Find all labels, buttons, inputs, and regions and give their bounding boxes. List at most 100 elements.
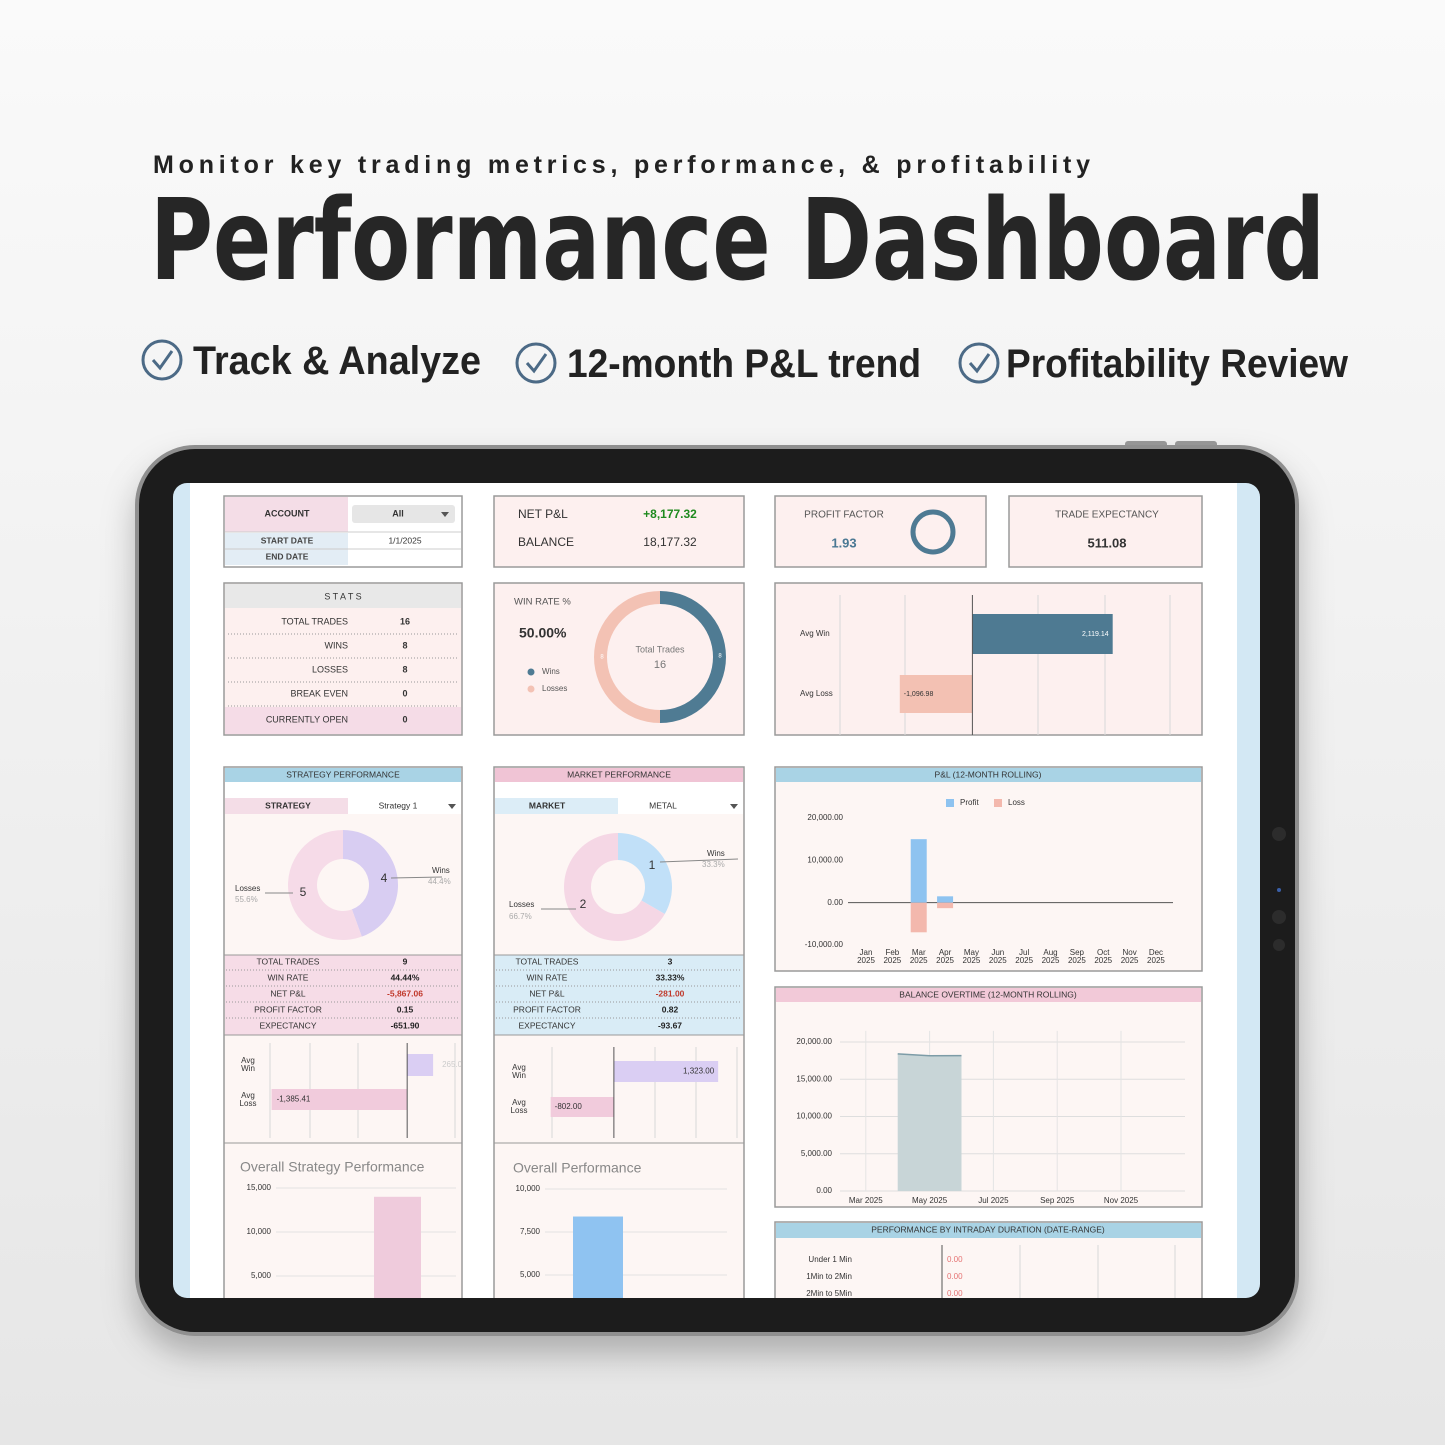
label: PROFIT FACTOR (513, 1004, 581, 1014)
label-box: Jul 2025 (1015, 949, 1034, 965)
label: -5,867.06 (387, 988, 423, 998)
feature: Profitability Review (1006, 342, 1349, 386)
label: 44.44% (391, 972, 420, 982)
donut-slice (660, 591, 726, 723)
label: Avg Loss (510, 1099, 528, 1115)
label: Jan 2025 (857, 949, 875, 965)
area (897, 1053, 962, 1191)
label: 3 (668, 956, 673, 966)
label: S T A T S (324, 591, 361, 601)
cell (618, 798, 743, 814)
label: Jul 2025 (978, 1196, 1009, 1205)
label: 8 (600, 655, 604, 661)
legend-swatch (994, 799, 1002, 807)
label: Jul 2025 (1015, 949, 1034, 965)
label[interactable]: METAL (649, 800, 677, 810)
label-box: Sep 2025 (1068, 949, 1086, 965)
label: WIN RATE % (514, 597, 571, 608)
label: -93.67 (658, 1020, 682, 1030)
label-box: May 2025 (963, 949, 981, 965)
label: 2Min to 5Min (806, 1289, 852, 1298)
label-box: Avg Win (512, 1064, 526, 1080)
camera (1273, 939, 1285, 951)
label: P&L (12-MONTH ROLLING) (935, 769, 1042, 779)
label-box: Aug 2025 (1042, 949, 1060, 965)
label[interactable]: Strategy 1 (379, 800, 418, 810)
label: BALANCE (518, 535, 574, 549)
label: 9 (403, 956, 408, 966)
label: 1,323.00 (683, 1067, 715, 1076)
net-panel (493, 495, 745, 568)
cell (776, 768, 1201, 782)
legend-dot (527, 668, 535, 676)
bar (910, 902, 927, 933)
label: Overall Strategy Performance (240, 1159, 425, 1175)
cell (495, 768, 743, 782)
label: Nov 2025 (1104, 1196, 1139, 1205)
label: Losses (235, 884, 260, 893)
label: Wins (432, 866, 450, 875)
cell (225, 533, 348, 549)
label-box: Avg Loss (239, 1091, 257, 1108)
cell (225, 782, 461, 798)
subtitle: Monitor key trading metrics, performance… (153, 151, 1090, 179)
label: ACCOUNT (265, 508, 310, 518)
dropdown[interactable] (352, 505, 455, 523)
label: Profit (960, 798, 979, 807)
label: 50.00% (519, 625, 567, 641)
label: 0.00 (947, 1272, 963, 1281)
label: 4 (381, 871, 388, 885)
label: 1Min to 2Min (806, 1272, 852, 1281)
label: 5,000 (520, 1270, 541, 1279)
label: 1 (649, 858, 656, 872)
feature-icons (141, 339, 1000, 384)
label: 10,000.00 (807, 855, 843, 864)
label: -281.00 (656, 988, 685, 998)
bar (899, 675, 973, 713)
label: Losses (509, 900, 534, 909)
label: Avg Loss (800, 689, 833, 698)
label: 55.6% (235, 895, 258, 904)
label: Feb 2025 (883, 949, 902, 965)
label: Oct 2025 (1094, 949, 1113, 965)
label: CURRENTLY OPEN (266, 714, 348, 724)
label: TOTAL TRADES (281, 616, 348, 626)
label: 0.00 (947, 1255, 963, 1264)
rule (390, 876, 443, 879)
label: 10,000 (516, 1184, 541, 1193)
label: -1,385.41 (277, 1095, 311, 1104)
label: 2,119.14 (1082, 631, 1109, 638)
donut-slice (343, 829, 398, 937)
gauge-ring (910, 509, 956, 555)
label: Avg Win (241, 1057, 255, 1073)
legend-swatch (946, 799, 954, 807)
bar (550, 1097, 614, 1117)
label: Loss (1008, 798, 1025, 807)
label: 33.3% (702, 860, 725, 869)
label: STRATEGY (265, 800, 311, 810)
label: 5,000.00 (801, 1149, 833, 1158)
label: Apr 2025 (936, 949, 954, 965)
label: May 2025 (912, 1196, 948, 1205)
label: Under 1 Min (808, 1255, 852, 1264)
label-box: Jan 2025 (857, 949, 875, 965)
screen: ACCOUNT All START DATE 1/1/2025 END DATE NET … (173, 483, 1260, 1298)
label: NET P&L (270, 988, 306, 998)
label: WIN RATE (527, 972, 568, 982)
cell (225, 955, 461, 1035)
label-box: Avg Loss (510, 1099, 528, 1115)
label: Losses (542, 684, 567, 693)
label: 16 (400, 616, 410, 626)
legend-dot (527, 685, 535, 693)
line (897, 1053, 962, 1057)
label: PERFORMANCE BY INTRADAY DURATION (DATE-R… (871, 1224, 1105, 1234)
label: MARKET (529, 800, 566, 810)
label: START DATE (261, 535, 314, 545)
label: Avg Loss (239, 1091, 257, 1108)
label: NET P&L (518, 507, 568, 521)
bar (573, 1216, 623, 1298)
dropdown-arrow (448, 804, 456, 809)
label-box: Feb 2025 (883, 949, 902, 965)
